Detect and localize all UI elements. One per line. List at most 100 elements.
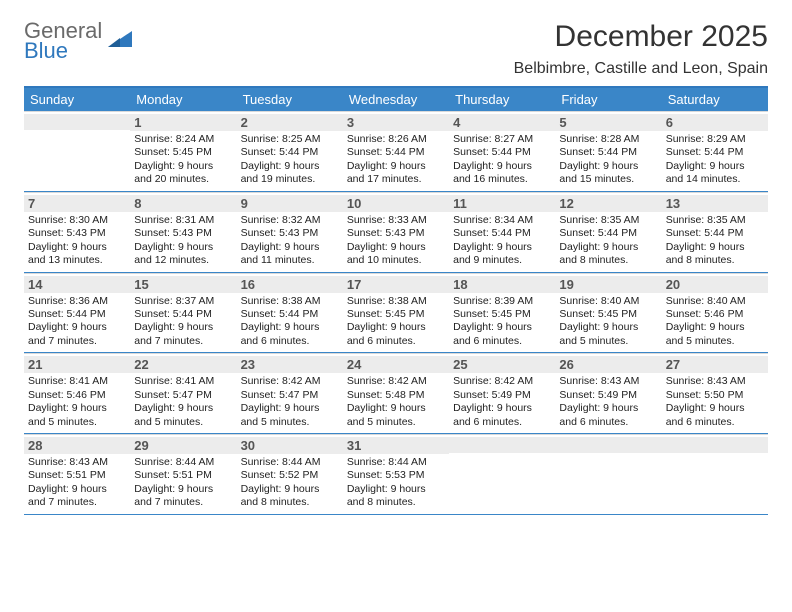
week-row: 14Sunrise: 8:36 AMSunset: 5:44 PMDayligh… <box>24 273 768 354</box>
day-number: 21 <box>24 356 130 373</box>
day-cell: 28Sunrise: 8:43 AMSunset: 5:51 PMDayligh… <box>24 434 130 514</box>
sunset-text: Sunset: 5:53 PM <box>347 469 445 482</box>
page-header: General Blue December 2025 Belbimbre, Ca… <box>24 20 768 78</box>
sunrise-text: Sunrise: 8:43 AM <box>28 456 126 469</box>
daylight-text: Daylight: 9 hours and 8 minutes. <box>241 483 339 510</box>
daylight-text: Daylight: 9 hours and 6 minutes. <box>453 321 551 348</box>
sunrise-text: Sunrise: 8:26 AM <box>347 133 445 146</box>
sunrise-text: Sunrise: 8:30 AM <box>28 214 126 227</box>
weekday-header-row: Sunday Monday Tuesday Wednesday Thursday… <box>24 88 768 111</box>
day-number: 29 <box>130 437 236 454</box>
day-cell: 8Sunrise: 8:31 AMSunset: 5:43 PMDaylight… <box>130 192 236 272</box>
sunrise-text: Sunrise: 8:43 AM <box>559 375 657 388</box>
sunset-text: Sunset: 5:45 PM <box>453 308 551 321</box>
day-cell: 26Sunrise: 8:43 AMSunset: 5:49 PMDayligh… <box>555 353 661 433</box>
day-number: 31 <box>343 437 449 454</box>
sunset-text: Sunset: 5:44 PM <box>347 146 445 159</box>
day-cell: 11Sunrise: 8:34 AMSunset: 5:44 PMDayligh… <box>449 192 555 272</box>
sunrise-text: Sunrise: 8:28 AM <box>559 133 657 146</box>
sunset-text: Sunset: 5:44 PM <box>241 146 339 159</box>
day-cell: 9 Sunrise: 8:32 AMSunset: 5:43 PMDaylight… <box>237 192 343 272</box>
sunrise-text: Sunrise: 8:40 AM <box>559 295 657 308</box>
daylight-text: Daylight: 9 hours and 12 minutes. <box>134 241 232 268</box>
daylight-text: Daylight: 9 hours and 7 minutes. <box>134 321 232 348</box>
day-number: 20 <box>662 276 768 293</box>
day-cell: 22Sunrise: 8:41 AMSunset: 5:47 PMDayligh… <box>130 353 236 433</box>
day-cell: 13Sunrise: 8:35 AMSunset: 5:44 PMDayligh… <box>662 192 768 272</box>
sunset-text: Sunset: 5:44 PM <box>28 308 126 321</box>
daylight-text: Daylight: 9 hours and 19 minutes. <box>241 160 339 187</box>
daylight-text: Daylight: 9 hours and 6 minutes. <box>347 321 445 348</box>
location-text: Belbimbre, Castille and Leon, Spain <box>514 60 768 78</box>
day-info: Sunrise: 8:35 AMSunset: 5:44 PMDaylight:… <box>559 214 657 268</box>
day-cell: 16Sunrise: 8:38 AMSunset: 5:44 PMDayligh… <box>237 273 343 353</box>
weekday-header: Thursday <box>449 88 555 111</box>
sunrise-text: Sunrise: 8:38 AM <box>241 295 339 308</box>
day-number: 9 <box>237 195 343 212</box>
day-cell <box>24 111 130 191</box>
sunset-text: Sunset: 5:50 PM <box>666 389 764 402</box>
day-info: Sunrise: 8:29 AMSunset: 5:44 PMDaylight:… <box>666 133 764 187</box>
day-info: Sunrise: 8:40 AMSunset: 5:46 PMDaylight:… <box>666 295 764 349</box>
day-number <box>555 437 661 453</box>
day-cell: 25 Sunrise: 8:42 AMSunset: 5:49 PMDayligh… <box>449 353 555 433</box>
brand-line2: Blue <box>24 40 102 62</box>
day-number: 5 <box>555 114 661 131</box>
sunset-text: Sunset: 5:44 PM <box>453 227 551 240</box>
day-cell: 31 Sunrise: 8:44 AMSunset: 5:53 PMDayligh… <box>343 434 449 514</box>
sunset-text: Sunset: 5:44 PM <box>559 227 657 240</box>
sunset-text: Sunset: 5:51 PM <box>134 469 232 482</box>
day-number: 19 <box>555 276 661 293</box>
day-info: Sunrise: 8:28 AMSunset: 5:44 PMDaylight:… <box>559 133 657 187</box>
day-info: Sunrise: 8:37 AMSunset: 5:44 PMDaylight:… <box>134 295 232 349</box>
day-number <box>449 437 555 453</box>
daylight-text: Daylight: 9 hours and 5 minutes. <box>666 321 764 348</box>
sunrise-text: Sunrise: 8:39 AM <box>453 295 551 308</box>
day-cell: 24Sunrise: 8:42 AMSunset: 5:48 PMDayligh… <box>343 353 449 433</box>
day-info: Sunrise: 8:41 AMSunset: 5:46 PMDaylight:… <box>28 375 126 429</box>
day-number: 14 <box>24 276 130 293</box>
day-number: 23 <box>237 356 343 373</box>
day-cell: 18Sunrise: 8:39 AMSunset: 5:45 PMDayligh… <box>449 273 555 353</box>
sunset-text: Sunset: 5:48 PM <box>347 389 445 402</box>
sunset-text: Sunset: 5:47 PM <box>134 389 232 402</box>
sunrise-text: Sunrise: 8:42 AM <box>347 375 445 388</box>
day-cell: 5 Sunrise: 8:28 AMSunset: 5:44 PMDaylight… <box>555 111 661 191</box>
sunset-text: Sunset: 5:45 PM <box>134 146 232 159</box>
sunrise-text: Sunrise: 8:38 AM <box>347 295 445 308</box>
day-info: Sunrise: 8:44 AMSunset: 5:52 PMDaylight:… <box>241 456 339 510</box>
day-cell: 2Sunrise: 8:25 AMSunset: 5:44 PMDaylight… <box>237 111 343 191</box>
sunrise-text: Sunrise: 8:41 AM <box>28 375 126 388</box>
brand-text: General Blue <box>24 20 102 62</box>
week-row: 28Sunrise: 8:43 AMSunset: 5:51 PMDayligh… <box>24 434 768 515</box>
weekday-header: Monday <box>130 88 236 111</box>
sunset-text: Sunset: 5:47 PM <box>241 389 339 402</box>
day-info: Sunrise: 8:32 AMSunset: 5:43 PMDaylight:… <box>241 214 339 268</box>
sunset-text: Sunset: 5:49 PM <box>559 389 657 402</box>
day-info: Sunrise: 8:42 AMSunset: 5:49 PMDaylight:… <box>453 375 551 429</box>
day-number: 30 <box>237 437 343 454</box>
day-cell <box>662 434 768 514</box>
day-number: 11 <box>449 195 555 212</box>
day-number: 8 <box>130 195 236 212</box>
day-number: 25 <box>449 356 555 373</box>
sunset-text: Sunset: 5:52 PM <box>241 469 339 482</box>
day-number: 10 <box>343 195 449 212</box>
sunrise-text: Sunrise: 8:36 AM <box>28 295 126 308</box>
day-number: 27 <box>662 356 768 373</box>
day-cell: 12Sunrise: 8:35 AMSunset: 5:44 PMDayligh… <box>555 192 661 272</box>
daylight-text: Daylight: 9 hours and 17 minutes. <box>347 160 445 187</box>
sunrise-text: Sunrise: 8:35 AM <box>559 214 657 227</box>
day-info: Sunrise: 8:25 AMSunset: 5:44 PMDaylight:… <box>241 133 339 187</box>
sunrise-text: Sunrise: 8:34 AM <box>453 214 551 227</box>
day-cell: 4Sunrise: 8:27 AMSunset: 5:44 PMDaylight… <box>449 111 555 191</box>
sunrise-text: Sunrise: 8:31 AM <box>134 214 232 227</box>
day-number: 22 <box>130 356 236 373</box>
day-info: Sunrise: 8:44 AMSunset: 5:53 PMDaylight:… <box>347 456 445 510</box>
day-info: Sunrise: 8:36 AMSunset: 5:44 PMDaylight:… <box>28 295 126 349</box>
day-number: 26 <box>555 356 661 373</box>
sunrise-text: Sunrise: 8:41 AM <box>134 375 232 388</box>
daylight-text: Daylight: 9 hours and 5 minutes. <box>241 402 339 429</box>
day-number: 4 <box>449 114 555 131</box>
day-cell: 7Sunrise: 8:30 AMSunset: 5:43 PMDaylight… <box>24 192 130 272</box>
